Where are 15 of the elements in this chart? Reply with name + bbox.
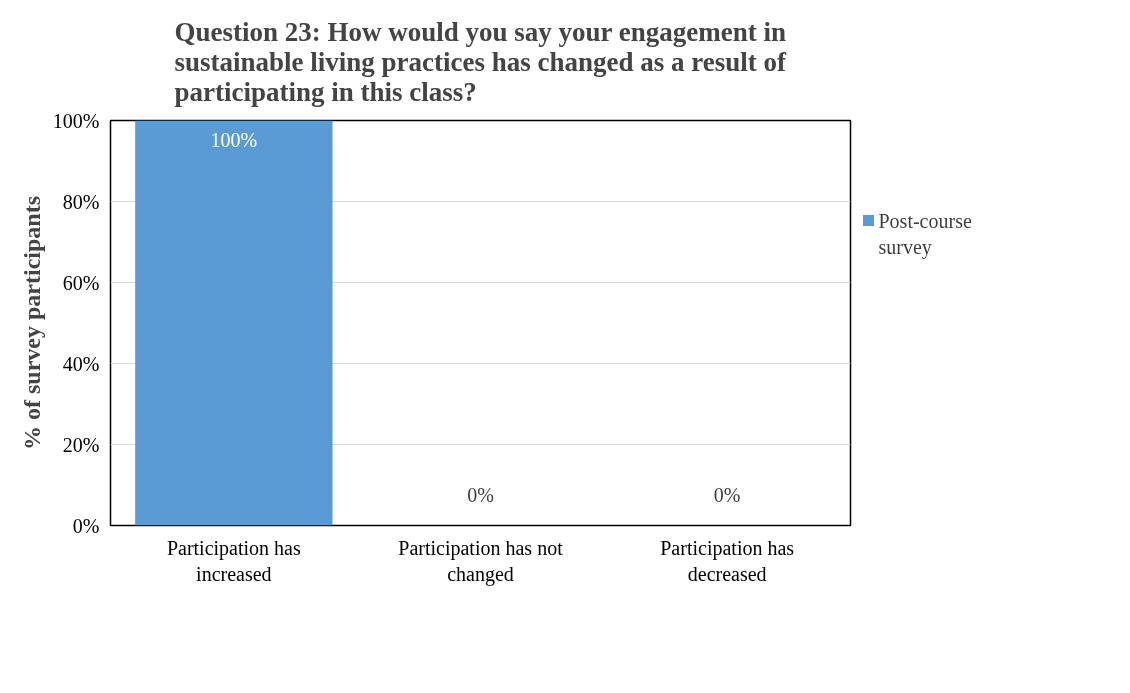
y-axis-title: % of survey participants [18, 196, 45, 450]
y-tick-label: 100% [52, 109, 100, 132]
y-tick-label: 60% [62, 271, 100, 294]
chart-title: Question 23: How would you say your engagement in sustainable living practices has changed as a result of participating in this class? [174, 16, 788, 107]
x-tick-label: Participation has not changed [398, 536, 564, 586]
x-tick-label: Participation has decreased [660, 536, 795, 585]
data-label: 0% [467, 483, 494, 506]
y-tick-label: 40% [62, 352, 100, 375]
y-tick-label: 80% [62, 190, 100, 213]
y-tick-label: 20% [62, 433, 100, 456]
legend-label: Post-course survey [878, 209, 972, 259]
x-tick-label: Participation has increased [166, 536, 301, 585]
data-label: 100% [210, 128, 258, 151]
data-label: 0% [713, 483, 741, 506]
y-tick-label: 0% [72, 514, 100, 537]
